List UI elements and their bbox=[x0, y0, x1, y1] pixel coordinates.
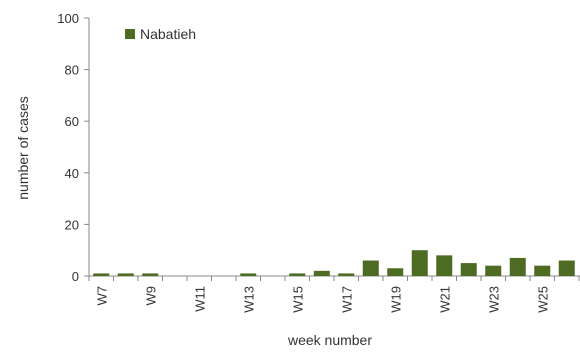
bar-W25 bbox=[534, 265, 551, 276]
x-tick-label: W11 bbox=[192, 286, 207, 312]
legend-swatch bbox=[125, 29, 135, 39]
x-tick-label: W25 bbox=[535, 286, 550, 313]
x-tick-label: W23 bbox=[486, 286, 501, 313]
y-axis-title: number of cases bbox=[15, 96, 31, 200]
bar-W16 bbox=[313, 270, 330, 276]
x-tick-label: W15 bbox=[290, 286, 305, 313]
y-tick-label: 100 bbox=[57, 11, 79, 26]
y-tick-label: 40 bbox=[65, 166, 79, 181]
bar-W8 bbox=[117, 273, 134, 276]
bar-W7 bbox=[93, 273, 110, 276]
y-axis-ticks: 0 20 40 60 80 100 bbox=[57, 11, 89, 284]
bar-W19 bbox=[387, 268, 404, 276]
y-tick-label: 20 bbox=[65, 217, 79, 232]
bar-W20 bbox=[411, 250, 428, 276]
x-tick-label: W9 bbox=[143, 286, 158, 306]
bar-W18 bbox=[362, 260, 379, 276]
bar-W9 bbox=[142, 273, 159, 276]
x-axis-ticks: W7 W9 W11 W13 W15 W17 W19 W21 W23 W25 bbox=[88, 276, 580, 313]
x-axis-title: week number bbox=[287, 332, 372, 348]
x-tick-label: W21 bbox=[437, 286, 452, 313]
bar-series bbox=[93, 250, 575, 276]
bar-W15 bbox=[289, 273, 306, 276]
legend: Nabatieh bbox=[125, 26, 196, 42]
x-tick-label: W17 bbox=[339, 286, 354, 313]
y-tick-label: 60 bbox=[65, 114, 79, 129]
x-tick-label: W7 bbox=[94, 286, 109, 306]
x-tick-label: W19 bbox=[388, 286, 403, 313]
bar-W13 bbox=[240, 273, 257, 276]
bar-W22 bbox=[460, 263, 477, 276]
x-tick-label: W13 bbox=[241, 286, 256, 313]
y-tick-label: 80 bbox=[65, 63, 79, 78]
bar-W24 bbox=[509, 257, 526, 276]
bar-W17 bbox=[338, 273, 355, 276]
bar-W26 bbox=[558, 260, 575, 276]
bar-W23 bbox=[485, 265, 502, 276]
legend-label: Nabatieh bbox=[140, 26, 196, 42]
y-tick-label: 0 bbox=[72, 269, 79, 284]
bar-W21 bbox=[436, 255, 453, 276]
